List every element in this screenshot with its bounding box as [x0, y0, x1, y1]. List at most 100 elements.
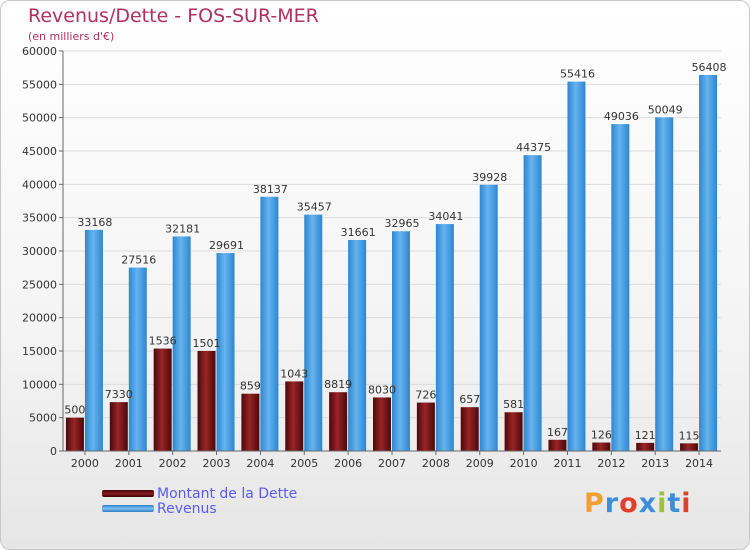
data-label-dette: 115: [679, 429, 700, 442]
y-tick-label: 60000: [22, 45, 57, 58]
y-tick-label: 25000: [22, 278, 57, 291]
data-label-dette: 657: [459, 393, 480, 406]
y-tick-label: 35000: [22, 212, 57, 225]
bar-revenus: [611, 124, 630, 452]
bar-revenus: [699, 74, 718, 452]
x-tick-label: 2003: [203, 457, 231, 470]
legend-swatch-revenus: [102, 505, 154, 512]
logo-letter: i: [657, 488, 668, 519]
data-label-dette: 8819: [324, 378, 352, 391]
legend-label-dette: Montant de la Dette: [157, 486, 298, 502]
x-tick-label: 2002: [159, 457, 187, 470]
y-tick-label: 5000: [29, 412, 57, 425]
data-label-revenus: 34041: [428, 210, 463, 223]
y-tick-label: 40000: [22, 178, 57, 191]
bar-revenus: [523, 155, 542, 451]
bar-revenus: [655, 117, 674, 451]
y-tick-label: 30000: [22, 245, 57, 258]
x-tick-label: 2012: [597, 457, 625, 470]
data-label-dette: 581: [503, 398, 524, 411]
bar-revenus: [216, 253, 235, 451]
proxiti-logo: Proxiti: [584, 488, 692, 519]
x-tick-label: 2000: [71, 457, 99, 470]
bar-dette: [460, 407, 479, 451]
y-tick-label: 0: [50, 445, 57, 458]
bar-dette: [636, 442, 655, 451]
chart-title: Revenus/Dette - FOS-SUR-MER: [28, 5, 319, 27]
bar-revenus: [392, 231, 410, 451]
bar-revenus: [304, 214, 323, 451]
data-label-dette: 726: [415, 389, 436, 402]
logo-letter: x: [638, 488, 658, 519]
x-tick-label: 2005: [290, 457, 318, 470]
logo-letter: i: [681, 488, 692, 519]
x-tick-label: 2014: [685, 457, 713, 470]
y-tick-label: 20000: [22, 312, 57, 325]
legend-swatch-dette: [102, 490, 154, 497]
bar-dette: [153, 348, 172, 451]
x-tick-label: 2013: [641, 457, 669, 470]
data-label-dette: 7330: [105, 388, 133, 401]
data-label-revenus: 55416: [560, 68, 595, 81]
x-tick-label: 2010: [510, 457, 538, 470]
bar-dette: [197, 350, 216, 451]
bar-revenus: [172, 236, 191, 451]
bar-revenus: [567, 81, 586, 451]
bar-dette: [548, 439, 567, 451]
bar-dette: [680, 443, 699, 451]
data-label-dette: 1501: [193, 337, 221, 350]
data-label-revenus: 27516: [121, 254, 156, 267]
data-label-revenus: 32181: [165, 222, 200, 235]
bar-dette: [109, 402, 128, 451]
bar-dette: [416, 402, 435, 451]
data-label-dette: 121: [635, 429, 656, 442]
data-label-revenus: 39928: [472, 171, 507, 184]
data-label-dette: 167: [547, 426, 568, 439]
x-tick-label: 2004: [246, 457, 274, 470]
data-label-revenus: 38137: [253, 183, 288, 196]
data-label-dette: 500: [64, 404, 85, 417]
x-tick-label: 2011: [553, 457, 581, 470]
data-label-revenus: 32965: [385, 217, 420, 230]
y-tick-label: 10000: [22, 378, 57, 391]
y-tick-label: 55000: [22, 78, 57, 91]
bar-revenus: [128, 267, 147, 451]
data-label-revenus: 56408: [692, 61, 727, 74]
logo-letter: t: [667, 488, 682, 519]
x-tick-label: 2006: [334, 457, 362, 470]
bars: [65, 74, 718, 452]
data-labels: 500 33168 7330 27516 1536 32181 1501 29691 859 38…: [64, 61, 726, 442]
chart-subtitle: (en milliers d'€): [28, 30, 115, 43]
bar-revenus: [348, 239, 367, 451]
bar-dette: [592, 442, 611, 451]
bar-dette: [504, 412, 523, 451]
x-tick-label: 2001: [115, 457, 143, 470]
y-tick-label: 50000: [22, 112, 57, 125]
x-tick-label: 2009: [466, 457, 494, 470]
y-tick-label: 15000: [22, 345, 57, 358]
x-tick-label: 2008: [422, 457, 450, 470]
y-tick-label: 45000: [22, 145, 57, 158]
data-label-dette: 1043: [280, 367, 308, 380]
data-label-revenus: 35457: [297, 201, 332, 214]
bar-dette: [285, 381, 304, 451]
data-label-revenus: 50049: [648, 103, 683, 116]
x-tick-label: 2007: [378, 457, 406, 470]
data-label-revenus: 49036: [604, 110, 639, 123]
data-label-dette: 8030: [368, 383, 396, 396]
legend-label-revenus: Revenus: [157, 501, 217, 517]
axes: 0 5000 10000 15000 20000 25000 30000 35000 40000…: [22, 45, 721, 470]
bar-revenus: [479, 184, 498, 451]
data-label-dette: 1536: [149, 335, 177, 348]
bar-revenus: [260, 196, 279, 451]
bar-revenus: [435, 224, 454, 451]
data-label-revenus: 29691: [209, 239, 244, 252]
bar-dette: [65, 417, 84, 451]
bar-revenus: [84, 229, 103, 451]
data-label-revenus: 44375: [516, 141, 551, 154]
logo-letter: r: [604, 488, 620, 519]
bar-dette: [373, 397, 391, 451]
logo-letter: P: [584, 488, 605, 519]
